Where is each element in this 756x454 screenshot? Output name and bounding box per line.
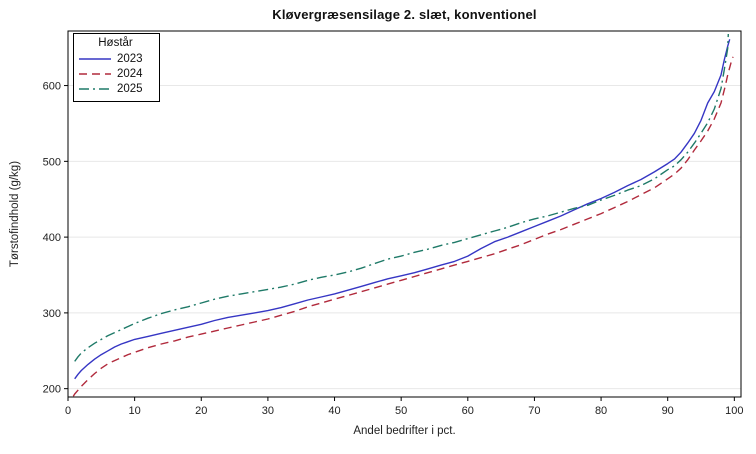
legend-item-2023: 2023 [78,51,153,66]
legend-item-label: 2025 [117,82,143,95]
x-tick-label: 0 [65,405,71,417]
legend-item-label: 2024 [117,67,143,80]
x-tick-label: 40 [328,405,340,417]
x-tick-label: 50 [395,405,407,417]
x-tick-label: 30 [262,405,274,417]
x-tick-label: 20 [195,405,207,417]
legend-item-2024: 2024 [78,66,153,81]
legend-item-2025: 2025 [78,81,153,96]
x-tick-label: 60 [462,405,474,417]
legend: Høstår 2023 2024 2025 [73,33,160,102]
x-tick-label: 80 [595,405,607,417]
legend-line-sample-2024 [79,72,111,75]
x-tick-label: 90 [662,405,674,417]
y-tick-label: 200 [43,384,61,396]
y-tick-label: 400 [43,232,61,244]
chart-title: Kløvergræsensilage 2. slæt, konventionel [272,7,537,22]
y-tick-label: 300 [43,308,61,320]
series-line-2023 [74,39,731,380]
legend-item-label: 2023 [117,52,143,65]
series-line-2024 [72,56,734,397]
x-axis-label: Andel bedrifter i pct. [353,425,456,437]
y-tick-label: 500 [43,156,61,168]
legend-title: Høstår [98,37,133,49]
legend-line-sample-2023 [79,57,111,60]
legend-line-sample-2025 [79,87,111,90]
x-tick-label: 10 [129,405,141,417]
x-tick-label: 100 [725,405,743,417]
plot-border [67,30,742,398]
x-tick-label: 70 [528,405,540,417]
y-axis-label: Tørstofindhold (g/kg) [9,160,21,268]
series-line-2025 [74,33,729,362]
y-tick-label: 600 [43,81,61,93]
